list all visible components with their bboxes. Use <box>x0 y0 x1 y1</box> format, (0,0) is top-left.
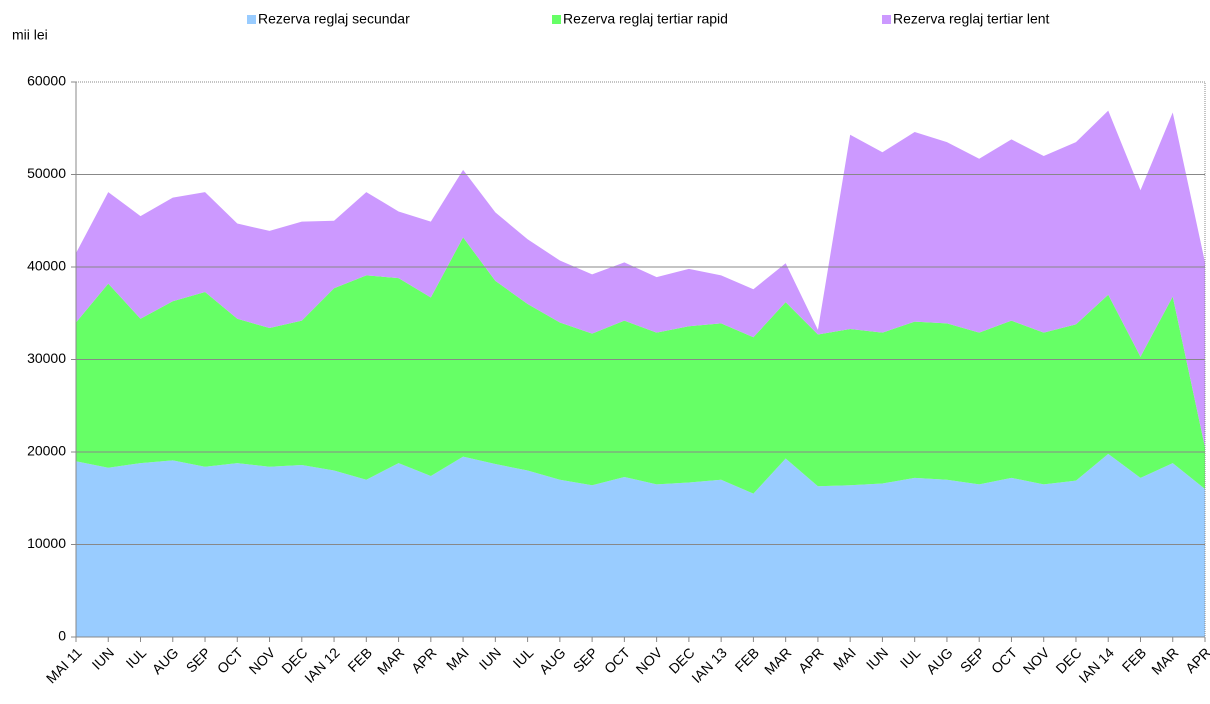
legend-swatch <box>552 15 561 24</box>
x-tick-label: APR <box>795 644 827 676</box>
x-tick-label: MAR <box>761 644 794 677</box>
x-tick-label: IUL <box>123 644 150 671</box>
x-tick-label: FEB <box>732 644 763 675</box>
area <box>76 237 1205 494</box>
x-tick-label: IAN 12 <box>301 644 343 686</box>
area <box>76 110 1205 448</box>
legend-label: Rezerva reglaj tertiar lent <box>893 11 1050 27</box>
legend-swatch <box>882 15 891 24</box>
x-tick-label: NOV <box>633 644 666 677</box>
x-tick-label: IUN <box>476 644 504 672</box>
legend-swatch <box>247 15 256 24</box>
x-tick-label: AUG <box>923 644 956 677</box>
x-tick-label: IUL <box>897 644 924 671</box>
x-tick-label: MAR <box>1148 644 1181 677</box>
x-tick-label: IAN 13 <box>688 644 730 686</box>
x-tick-label: NOV <box>246 644 279 677</box>
legend-label: Rezerva reglaj secundar <box>258 11 410 27</box>
x-tick-label: FEB <box>344 644 375 675</box>
y-tick-label: 50000 <box>27 165 66 181</box>
x-tick-label: IUN <box>863 644 891 672</box>
x-tick-label: SEP <box>570 644 601 675</box>
y-tick-label: 10000 <box>27 535 66 551</box>
area <box>76 453 1205 637</box>
x-tick-label: MAI <box>443 644 472 673</box>
x-tick-label: APR <box>1182 644 1210 676</box>
y-tick-label: 0 <box>58 628 66 644</box>
x-tick-label: OCT <box>214 644 247 677</box>
x-tick-label: FEB <box>1119 644 1150 675</box>
x-tick-label: AUG <box>149 644 182 677</box>
legend-label: Rezerva reglaj tertiar rapid <box>563 11 728 27</box>
x-tick-label: IAN 14 <box>1075 644 1117 686</box>
x-tick-label: MAI 11 <box>43 644 85 686</box>
x-tick-label: NOV <box>1020 644 1053 677</box>
x-tick-label: SEP <box>957 644 988 675</box>
x-tick-label: IUN <box>89 644 117 672</box>
x-tick-label: OCT <box>988 644 1021 677</box>
x-tick-label: OCT <box>601 644 634 677</box>
y-tick-label: 30000 <box>27 350 66 366</box>
y-tick-label: 40000 <box>27 258 66 274</box>
y-axis-label: mii lei <box>12 27 48 43</box>
y-tick-label: 60000 <box>27 73 66 89</box>
x-tick-label: IUL <box>510 644 537 671</box>
x-tick-label: MAI <box>830 644 859 673</box>
x-tick-label: SEP <box>183 644 214 675</box>
x-tick-label: AUG <box>536 644 569 677</box>
x-tick-label: MAR <box>374 644 407 677</box>
x-tick-label: APR <box>408 644 440 676</box>
y-tick-label: 20000 <box>27 443 66 459</box>
